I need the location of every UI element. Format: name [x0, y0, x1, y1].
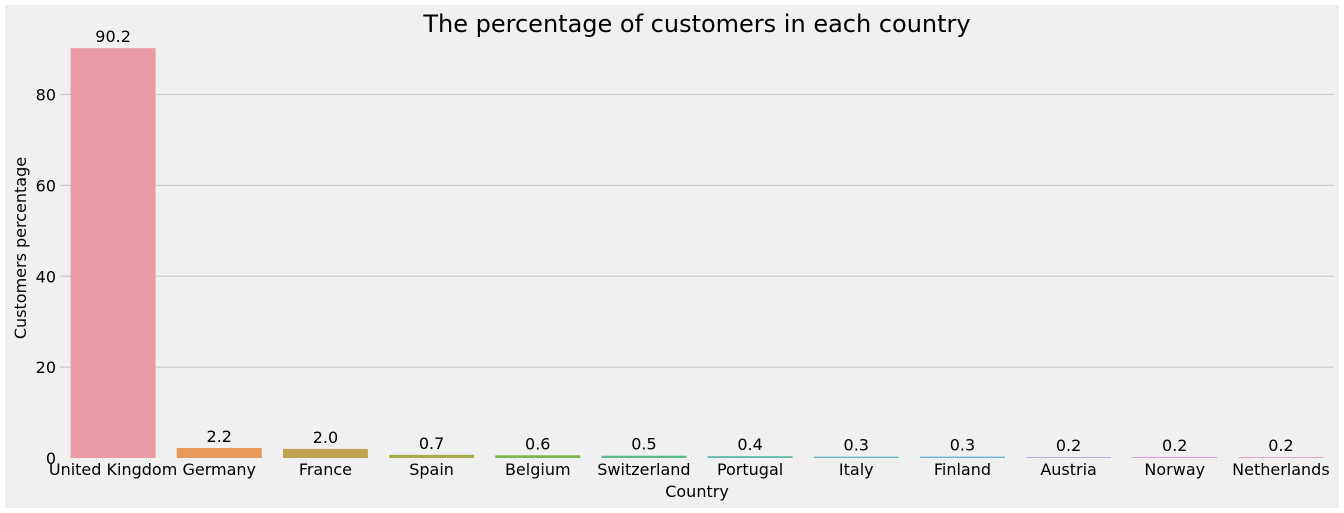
x-tick-label: Norway [1144, 460, 1205, 479]
bars [70, 48, 1324, 459]
data-label: 90.2 [95, 27, 131, 46]
bar-portugal [707, 456, 793, 458]
data-label: 0.6 [525, 434, 550, 453]
data-label: 0.3 [844, 436, 869, 455]
figure-background [5, 5, 1339, 508]
y-tick-label: 80 [36, 86, 56, 105]
x-tick-label: France [299, 460, 352, 479]
data-labels: 90.2 2.2 2.0 0.7 0.6 0.5 0.4 0.3 0.3 0.2 0.2 0.2 [95, 27, 1293, 455]
bar-spain [389, 454, 475, 458]
x-axis-ticks: United Kingdom Germany France Spain Belgium S… [49, 460, 1330, 479]
x-tick-label: United Kingdom [49, 460, 177, 479]
bar-germany [176, 448, 262, 458]
bar-belgium [495, 455, 581, 458]
bar-united-kingdom [70, 48, 156, 459]
bar-finland [919, 456, 1005, 458]
x-tick-label: Italy [839, 460, 874, 479]
x-tick-label: Portugal [717, 460, 783, 479]
data-label: 0.5 [631, 435, 656, 454]
x-tick-label: Switzerland [597, 460, 690, 479]
grid [60, 93, 1334, 368]
x-axis-label: Country [665, 482, 729, 501]
y-axis-ticks: 0 20 40 60 80 [36, 86, 56, 468]
y-tick-label: 40 [36, 267, 56, 286]
bar-austria [1026, 457, 1112, 458]
x-tick-label: Germany [182, 460, 256, 479]
data-label: 0.2 [1162, 436, 1187, 455]
bar-netherlands [1238, 457, 1324, 458]
data-label: 2.0 [313, 428, 338, 447]
x-tick-label: Spain [409, 460, 454, 479]
x-tick-label: Austria [1040, 460, 1097, 479]
y-axis-label: Customers percentage [11, 157, 30, 339]
bar-france [282, 448, 368, 458]
y-tick-label: 60 [36, 176, 56, 195]
data-label: 0.4 [737, 435, 762, 454]
bar-italy [813, 456, 899, 458]
x-tick-label: Netherlands [1232, 460, 1330, 479]
x-tick-label: Belgium [505, 460, 571, 479]
bar-switzerland [601, 455, 687, 458]
data-label: 0.3 [950, 436, 975, 455]
y-tick-label: 20 [36, 358, 56, 377]
x-tick-label: Finland [934, 460, 991, 479]
chart-title: The percentage of customers in each coun… [422, 10, 970, 38]
data-label: 2.2 [207, 427, 232, 446]
data-label: 0.2 [1268, 436, 1293, 455]
data-label: 0.7 [419, 434, 444, 453]
y-tick-label: 0 [46, 449, 56, 468]
data-label: 0.2 [1056, 436, 1081, 455]
bar-norway [1132, 457, 1218, 458]
